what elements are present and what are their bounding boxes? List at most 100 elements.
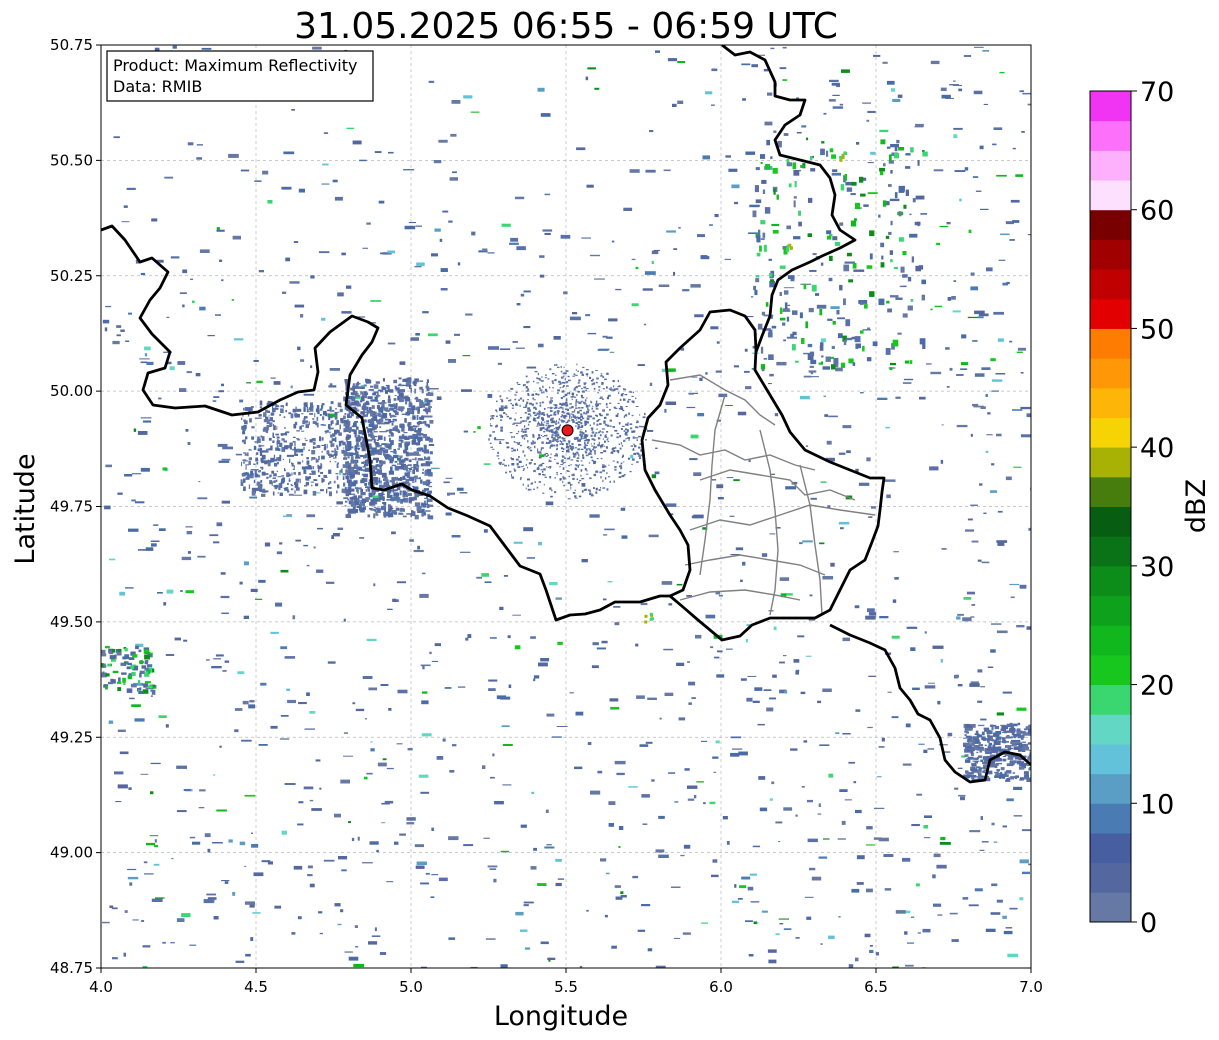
echo-cell — [841, 69, 850, 73]
echo-cell — [627, 422, 629, 425]
echo-cell — [976, 745, 980, 748]
echo-cell — [251, 490, 256, 496]
echo-cell — [294, 453, 298, 456]
echo-cell — [779, 265, 786, 269]
echo-cell — [241, 425, 245, 430]
echo-cell — [1004, 771, 1007, 776]
echo-cell — [344, 951, 353, 953]
echo-cell — [399, 508, 405, 512]
echo-cell — [564, 408, 568, 411]
echo-cell — [673, 248, 678, 250]
echo-cell — [108, 651, 114, 655]
echo-cell — [415, 407, 419, 411]
echo-cell — [570, 464, 572, 466]
echo-cell — [560, 473, 562, 475]
echo-cell — [343, 618, 346, 622]
echo-cell — [1026, 727, 1031, 730]
echo-cell — [422, 572, 426, 575]
echo-cell — [180, 590, 183, 592]
echo-cell — [581, 388, 583, 390]
echo-cell — [591, 445, 594, 447]
echo-cell — [988, 742, 992, 746]
echo-cell — [751, 64, 758, 68]
echo-cell — [294, 304, 305, 308]
echo-cell — [514, 469, 516, 472]
echo-cell — [146, 842, 156, 846]
echo-cell — [243, 615, 249, 619]
echo-cell — [404, 457, 409, 461]
echo-cell — [627, 437, 631, 439]
echo-cell — [613, 480, 615, 483]
echo-cell — [713, 771, 716, 773]
echo-cell — [533, 675, 540, 679]
echo-cell — [536, 416, 540, 419]
echo-cell — [439, 238, 443, 242]
echo-cell — [602, 487, 606, 489]
colorbar — [1090, 91, 1131, 923]
y-axis-label: Latitude — [10, 453, 41, 564]
echo-cell — [264, 429, 266, 432]
echo-cell — [627, 400, 630, 403]
echo-cell — [538, 466, 539, 468]
echo-cell — [440, 288, 448, 291]
echo-cell — [426, 468, 432, 474]
echo-cell — [224, 660, 230, 663]
echo-cell — [267, 861, 273, 865]
echo-cell — [783, 655, 787, 657]
echo-cell — [351, 396, 356, 401]
echo-cell — [838, 521, 850, 525]
echo-cell — [543, 421, 546, 423]
echo-cell — [105, 305, 112, 308]
echo-cell — [248, 484, 251, 489]
echo-cell — [754, 205, 760, 207]
echo-cell — [956, 616, 961, 620]
echo-cell — [131, 704, 141, 707]
echo-cell — [906, 626, 918, 629]
echo-cell — [711, 104, 715, 106]
echo-cell — [553, 379, 556, 381]
echo-cell — [856, 142, 860, 145]
echo-cell — [447, 492, 451, 496]
echo-cell — [418, 428, 421, 433]
echo-cell — [355, 454, 360, 458]
echo-cell — [553, 438, 556, 441]
echo-cell — [408, 502, 412, 504]
echo-cell — [109, 655, 115, 660]
echo-cell — [856, 343, 861, 349]
echo-cell — [219, 745, 222, 748]
echo-cell — [392, 489, 398, 492]
echo-cell — [860, 392, 864, 394]
echo-cell — [557, 436, 559, 439]
echo-cell — [834, 242, 841, 246]
echo-cell — [598, 386, 601, 388]
echo-cell — [512, 341, 518, 343]
echo-cell — [280, 433, 287, 436]
echo-cell — [158, 715, 167, 718]
echo-cell — [305, 420, 309, 422]
colorbar-segment — [1090, 239, 1131, 270]
echo-cell — [586, 469, 588, 472]
echo-cell — [130, 651, 136, 656]
colorbar-segment — [1090, 803, 1131, 834]
echo-cell — [388, 507, 394, 510]
echo-cell — [800, 691, 806, 695]
echo-cell — [990, 912, 1001, 915]
echo-cell — [408, 222, 416, 224]
echo-cell — [543, 413, 546, 416]
echo-cell — [788, 243, 792, 247]
echo-cell — [532, 441, 534, 444]
echo-cell — [416, 262, 425, 266]
echo-cell — [624, 414, 628, 417]
echo-cell — [419, 400, 423, 405]
echo-cell — [651, 260, 654, 264]
echo-cell — [902, 382, 912, 384]
echo-cell — [929, 466, 939, 471]
echo-cell — [1019, 584, 1027, 589]
echo-cell — [267, 410, 270, 413]
echo-cell — [260, 466, 263, 469]
echo-cell — [323, 474, 327, 478]
echo-cell — [120, 329, 125, 332]
echo-cell — [351, 452, 357, 456]
echo-cell — [951, 939, 959, 942]
echo-cell — [564, 415, 567, 417]
